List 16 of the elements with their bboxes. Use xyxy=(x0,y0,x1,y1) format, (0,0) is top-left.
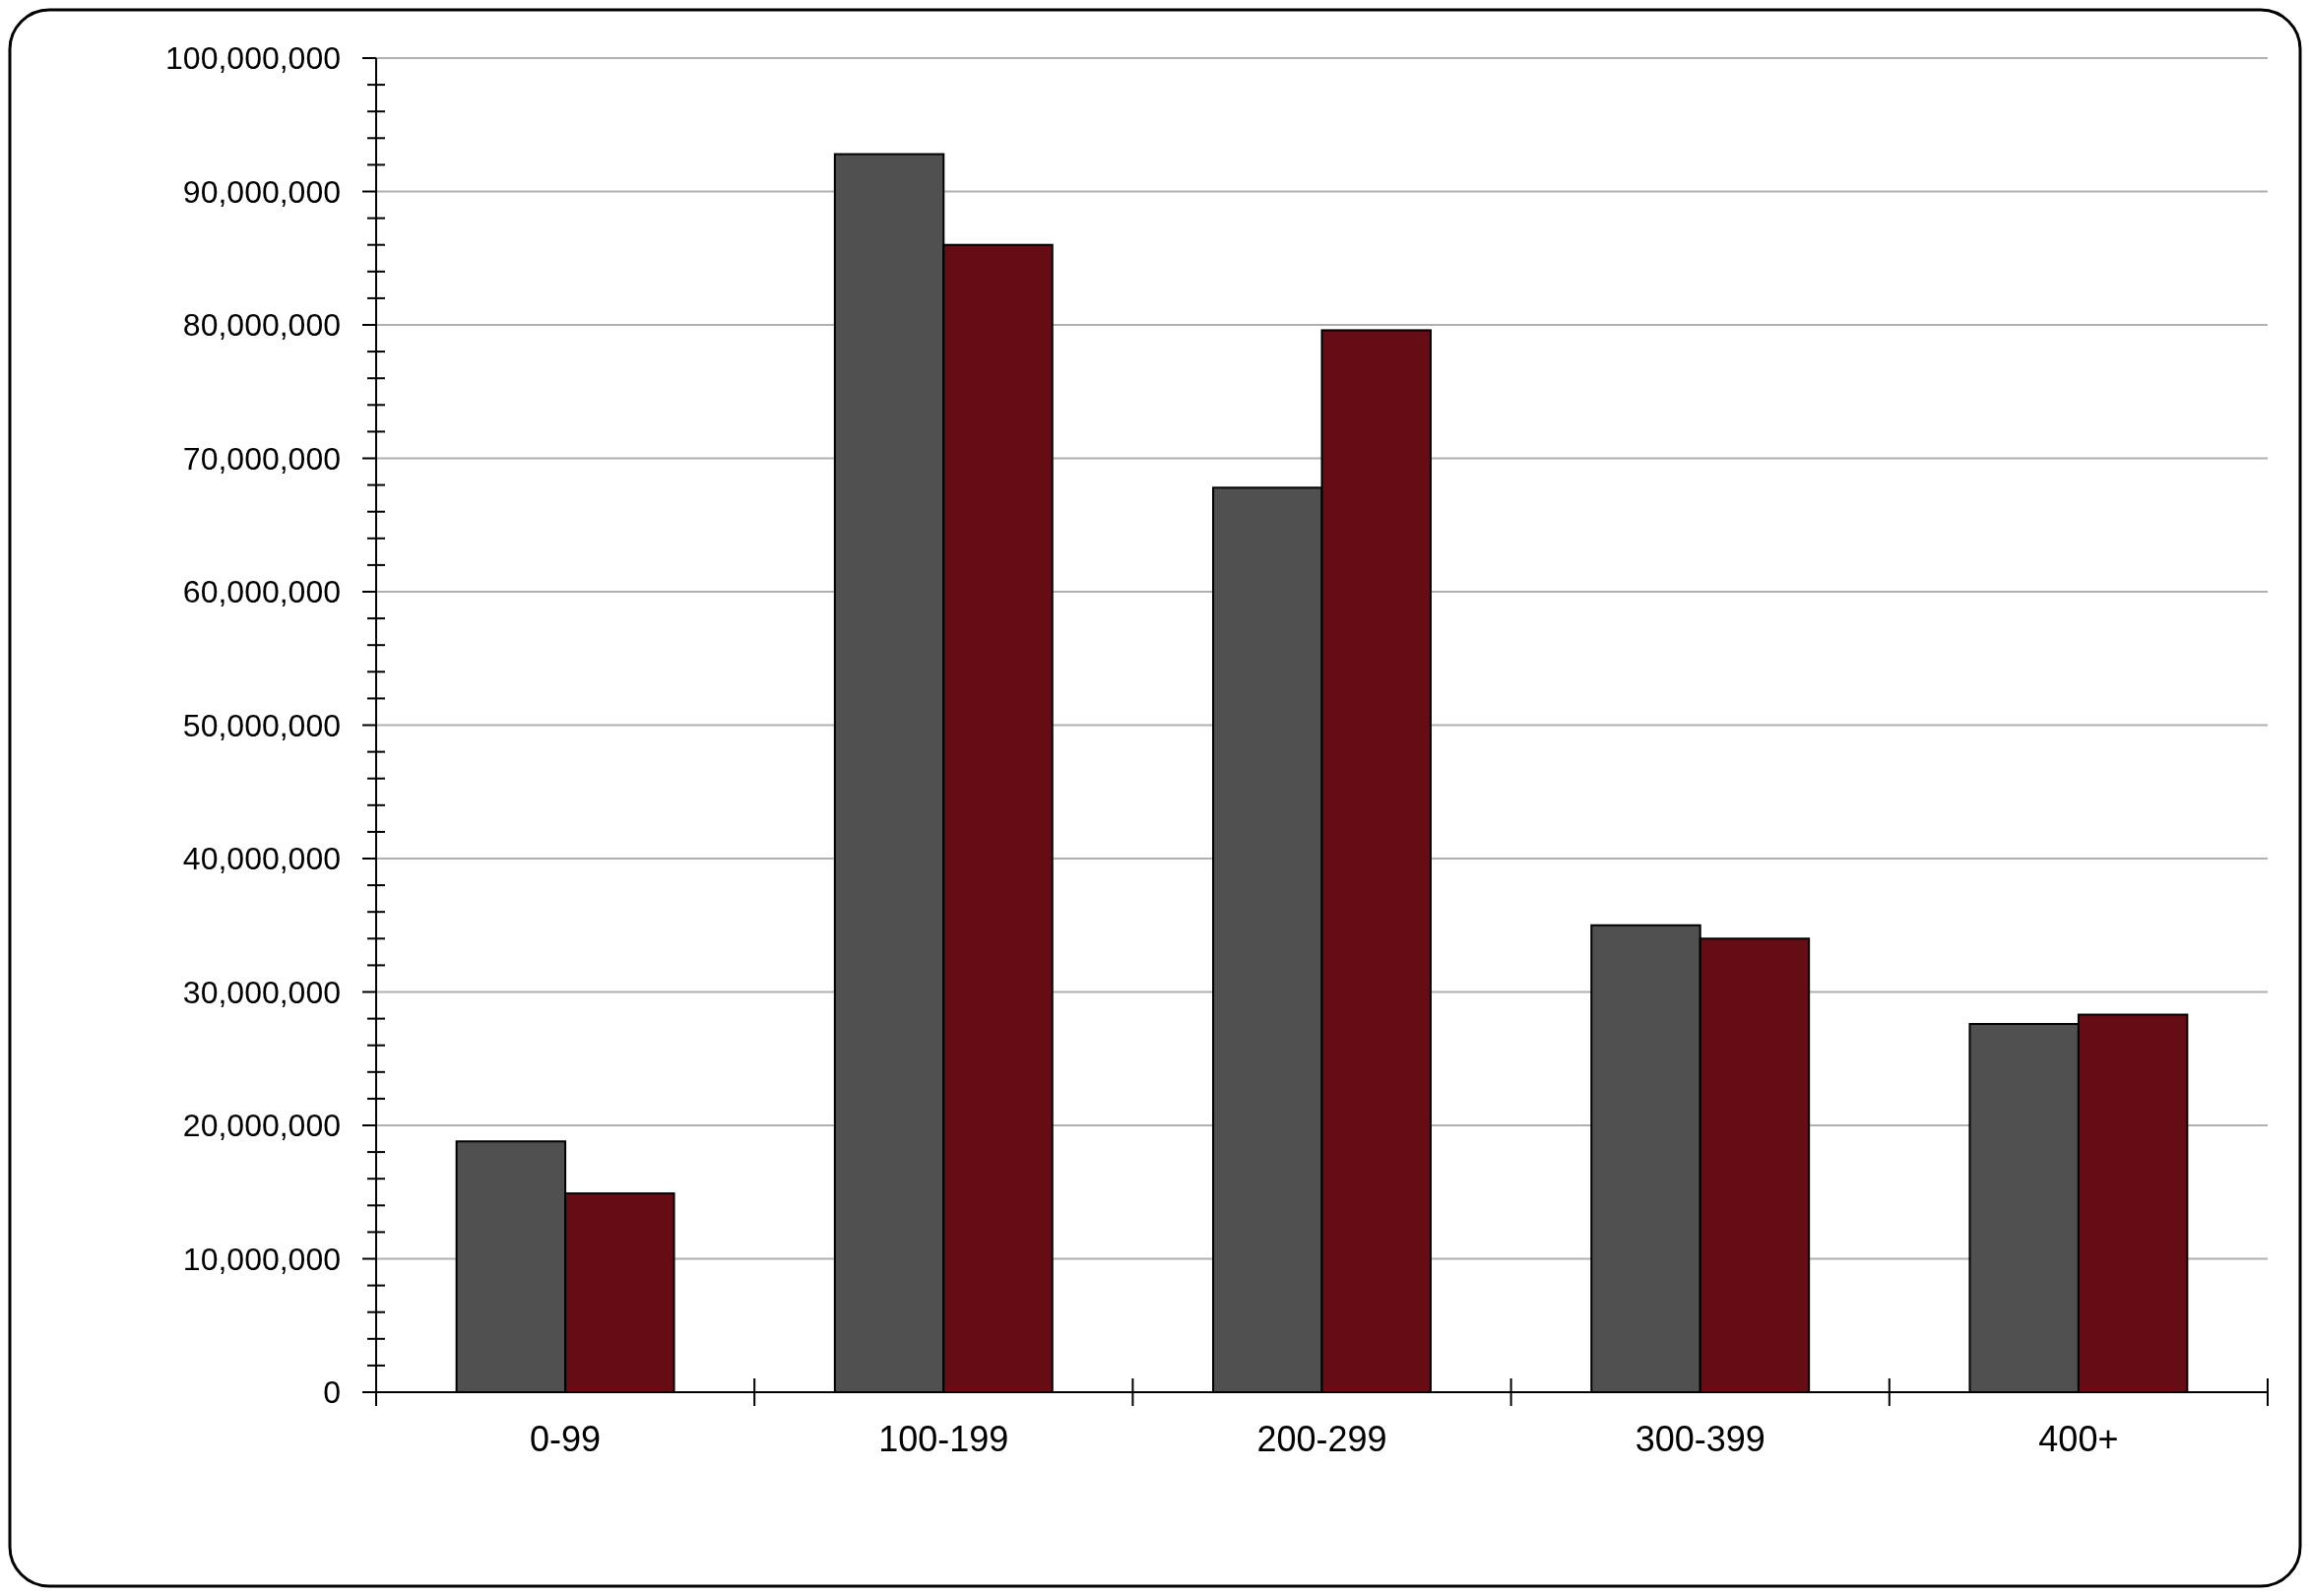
y-tick-label: 20,000,000 xyxy=(182,1108,341,1144)
x-tick-label: 400+ xyxy=(2038,1419,2119,1459)
y-tick-label: 10,000,000 xyxy=(182,1241,341,1277)
x-tick-label: 200-299 xyxy=(1256,1419,1387,1459)
y-tick-label: 80,000,000 xyxy=(182,307,341,344)
y-tick-label: 0 xyxy=(323,1374,341,1411)
y-tick-label: 30,000,000 xyxy=(182,974,341,1010)
x-tick-label: 100-199 xyxy=(878,1419,1009,1459)
y-tick-label: 90,000,000 xyxy=(182,173,341,210)
y-tick-label: 50,000,000 xyxy=(182,707,341,743)
y-tick-label: 60,000,000 xyxy=(182,574,341,610)
x-tick-label: 0-99 xyxy=(530,1419,602,1459)
x-tick-label: 300-399 xyxy=(1635,1419,1765,1459)
y-tick-label: 100,000,000 xyxy=(165,40,341,77)
y-tick-label: 70,000,000 xyxy=(182,440,341,477)
y-tick-label: 40,000,000 xyxy=(182,841,341,877)
